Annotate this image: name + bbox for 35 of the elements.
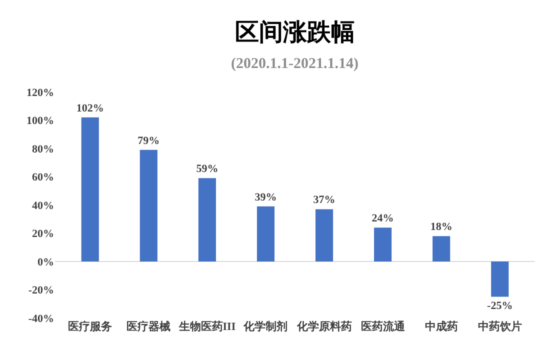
chart-subtitle: (2020.1.1-2021.1.14): [231, 56, 358, 72]
y-tick-label: -20%: [28, 284, 54, 297]
data-label: 59%: [196, 163, 218, 176]
chart-title: 区间涨跌幅: [235, 19, 355, 46]
x-tick-label: 中成药: [424, 320, 458, 333]
bar: [140, 150, 158, 262]
bar: [198, 178, 216, 262]
y-tick-label: 60%: [32, 172, 54, 184]
data-label: 37%: [313, 194, 336, 206]
bar: [315, 209, 334, 262]
y-tick-label: -40%: [28, 312, 54, 325]
data-label: -25%: [487, 300, 513, 312]
x-tick-label: 医疗器械: [126, 320, 171, 333]
x-tick-label: 生物医药III: [178, 320, 236, 333]
bar: [432, 236, 450, 262]
x-tick-label: 中药饮片: [478, 320, 522, 333]
data-label: 102%: [76, 102, 104, 114]
x-tick-label: 医疗服务: [68, 320, 112, 333]
y-tick-label: 20%: [32, 228, 54, 240]
bar: [256, 206, 275, 262]
y-tick-label: 0%: [38, 256, 54, 268]
y-tick-label: 120%: [26, 86, 54, 99]
data-label: 39%: [254, 191, 277, 204]
data-label: 79%: [138, 134, 160, 147]
data-label: 18%: [430, 221, 452, 234]
data-label: 24%: [372, 212, 394, 225]
y-tick-label: 100%: [26, 115, 54, 128]
y-tick-label: 40%: [32, 200, 54, 212]
x-tick-label: 医药流通: [360, 320, 406, 333]
bar: [81, 117, 99, 262]
bar: [374, 228, 392, 262]
x-tick-label: 化学制剂: [242, 320, 288, 333]
x-tick-label: 化学原料药: [296, 320, 352, 333]
y-tick-label: 80%: [32, 143, 54, 156]
bar: [491, 262, 509, 297]
